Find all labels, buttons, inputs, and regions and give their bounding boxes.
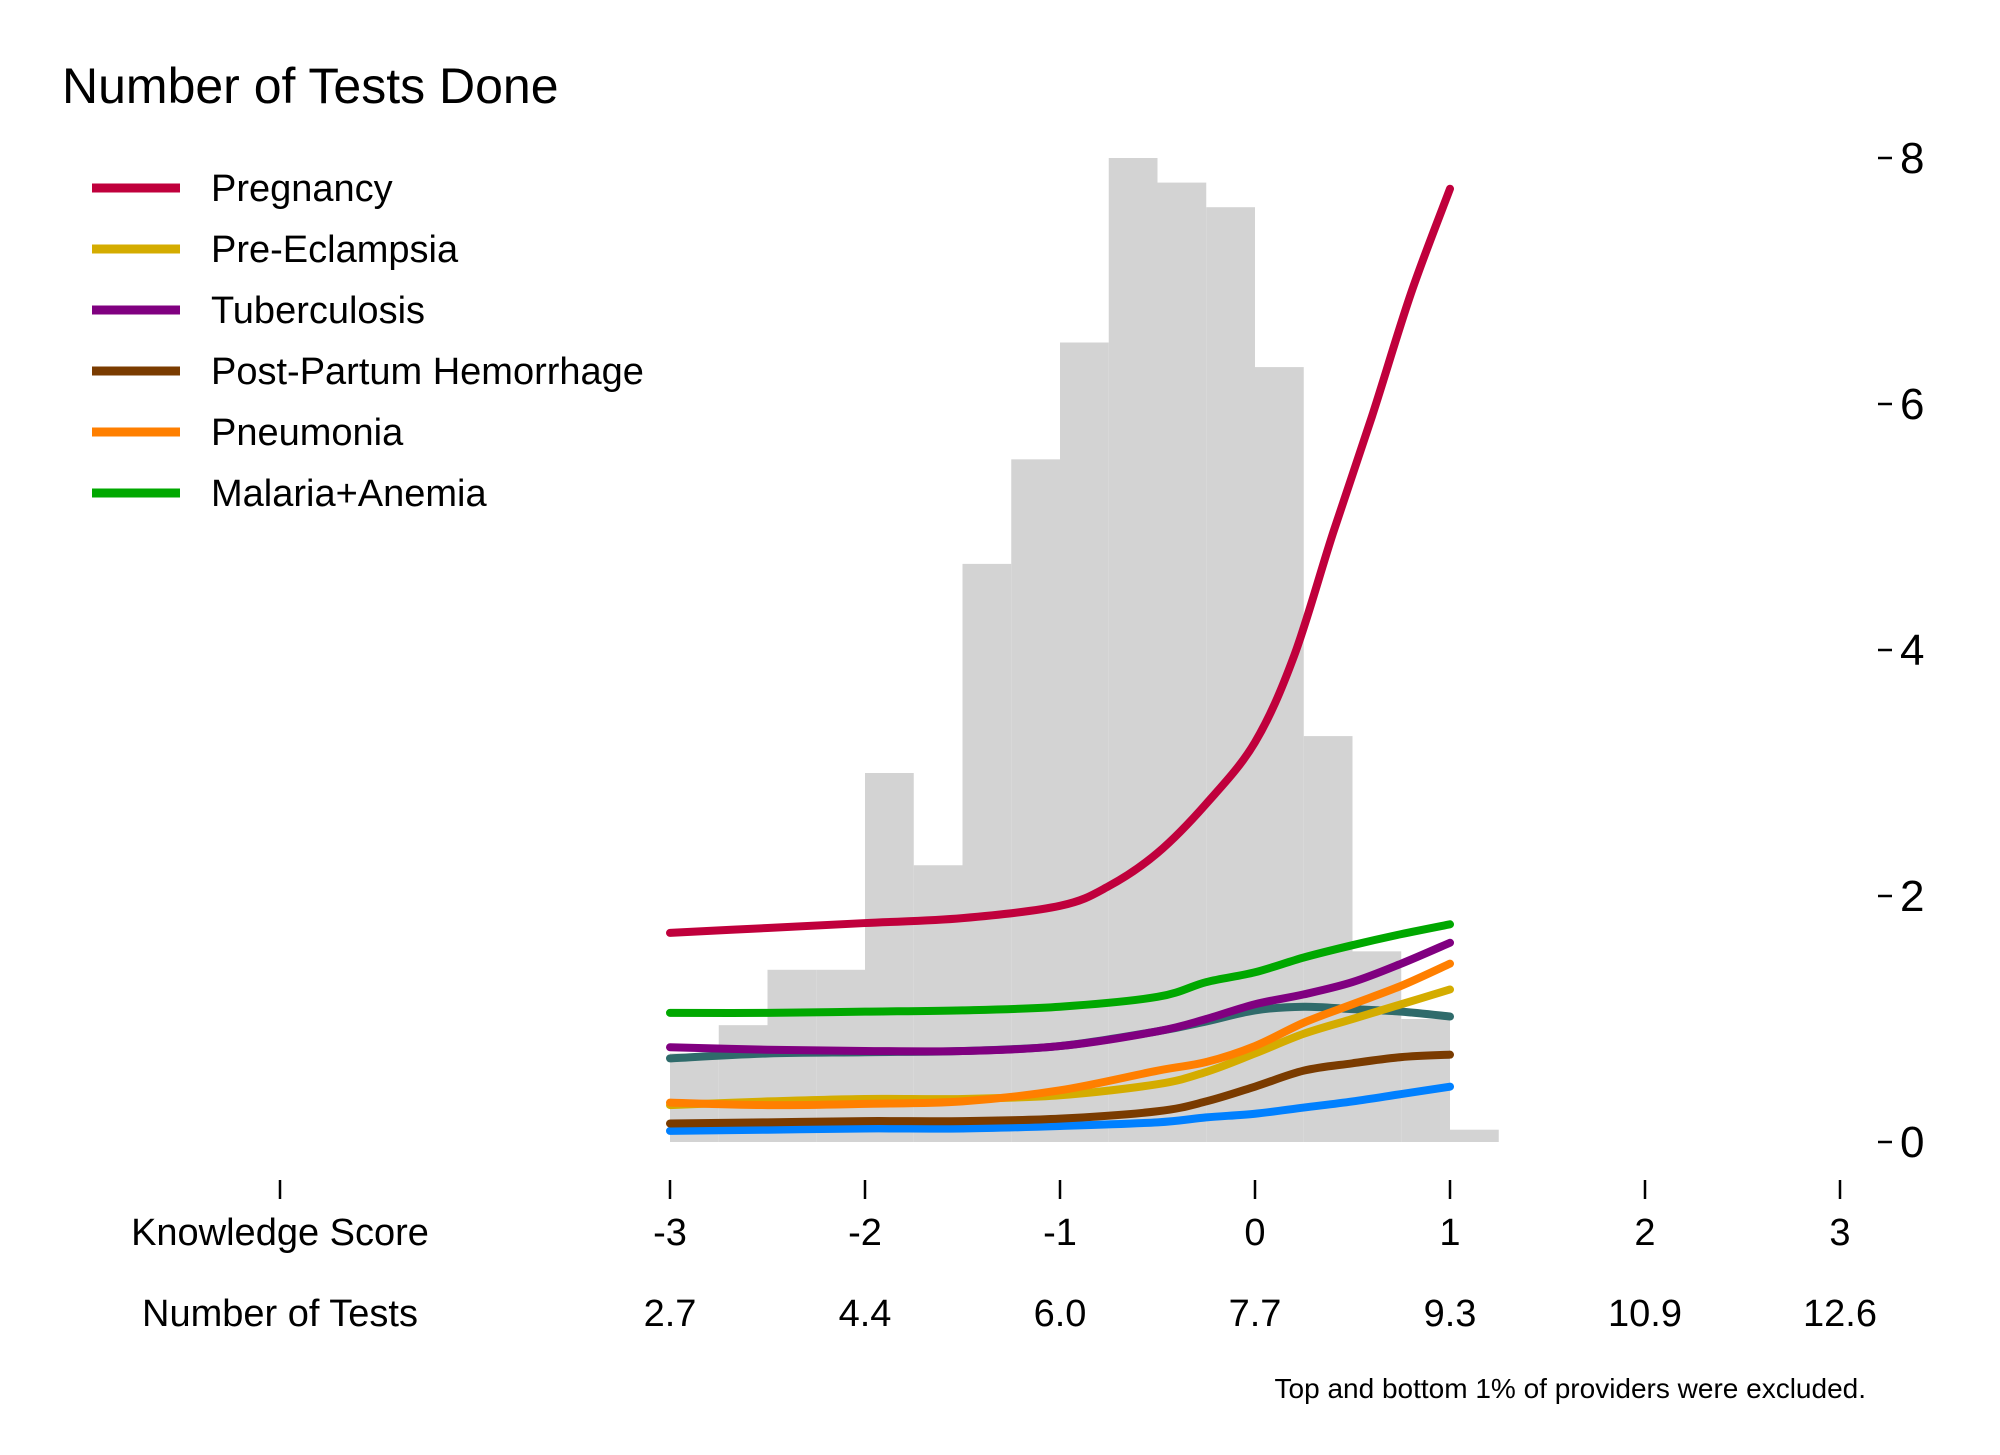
series-line-malaria-anemia [666,920,1454,1017]
x-row-label-number-of-tests: Number of Tests [142,1293,418,1335]
x-tick-label-number-of-tests: 6.0 [1034,1293,1087,1335]
y-tick-label: 6 [1900,380,1924,429]
histogram-bar [1206,207,1255,1142]
histogram-bar [962,563,1012,1142]
x-tick-label-knowledge-score: -2 [848,1212,882,1254]
x-tick-label-knowledge-score: 2 [1634,1212,1655,1254]
x-tick-label-knowledge-score: -3 [653,1212,687,1254]
x-tick-label-number-of-tests: 2.7 [644,1293,697,1335]
y-tick-label: 2 [1900,872,1924,921]
y-axis: 0 2 4 6 8 [1878,134,1924,1167]
x-row-label-knowledge-score: Knowledge Score [131,1212,429,1254]
series-line-tuberculosis [666,938,1454,1056]
histogram-bar [1450,1129,1499,1142]
histogram-bar [1060,342,1109,1142]
legend-label: Pre-Eclampsia [211,229,459,271]
series-lines [666,184,1454,1135]
x-tick-label-number-of-tests: 12.6 [1803,1293,1877,1335]
x-axis: Knowledge Score Number of Tests -3 2.7 -2 4… [131,1180,1877,1335]
legend-label: Malaria+Anemia [211,473,487,515]
legend-label: Post-Partum Hemorrhage [211,351,644,393]
y-tick-label: 0 [1900,1118,1924,1167]
x-tick-label-knowledge-score: 3 [1829,1212,1850,1254]
legend-label: Pneumonia [211,412,404,454]
series-line-pre-eclampsia [666,985,1454,1110]
x-tick-label-knowledge-score: 0 [1244,1212,1265,1254]
x-tick-label-knowledge-score: -1 [1043,1212,1077,1254]
series-line-unnamed-6 [666,1082,1454,1135]
histogram-bar [1401,1019,1450,1142]
x-tick-label-number-of-tests: 9.3 [1424,1293,1477,1335]
y-tick-label: 4 [1900,626,1924,675]
x-tick-label-number-of-tests: 10.9 [1608,1293,1682,1335]
x-tick-label-number-of-tests: 4.4 [839,1293,892,1335]
histogram-bar [1108,158,1158,1142]
chart-title: Number of Tests Done [62,58,559,114]
series-line-post-partum-hemorrhage [666,1050,1454,1128]
histogram [670,158,1499,1143]
y-tick-label: 8 [1900,134,1924,183]
series-line-pneumonia [666,959,1454,1110]
legend-label: Tuberculosis [211,290,425,332]
histogram-bar [1011,459,1060,1143]
histogram-bar [865,773,914,1142]
x-tick-label-number-of-tests: 7.7 [1229,1293,1282,1335]
x-tick-label-knowledge-score: 1 [1439,1212,1460,1254]
footnote: Top and bottom 1% of providers were excl… [1275,1373,1866,1404]
legend: Pregnancy Pre-Eclampsia Tuberculosis Post-P… [92,168,644,515]
legend-label: Pregnancy [211,168,393,210]
series-line-pregnancy [666,184,1454,937]
histogram-bar [1303,736,1353,1142]
